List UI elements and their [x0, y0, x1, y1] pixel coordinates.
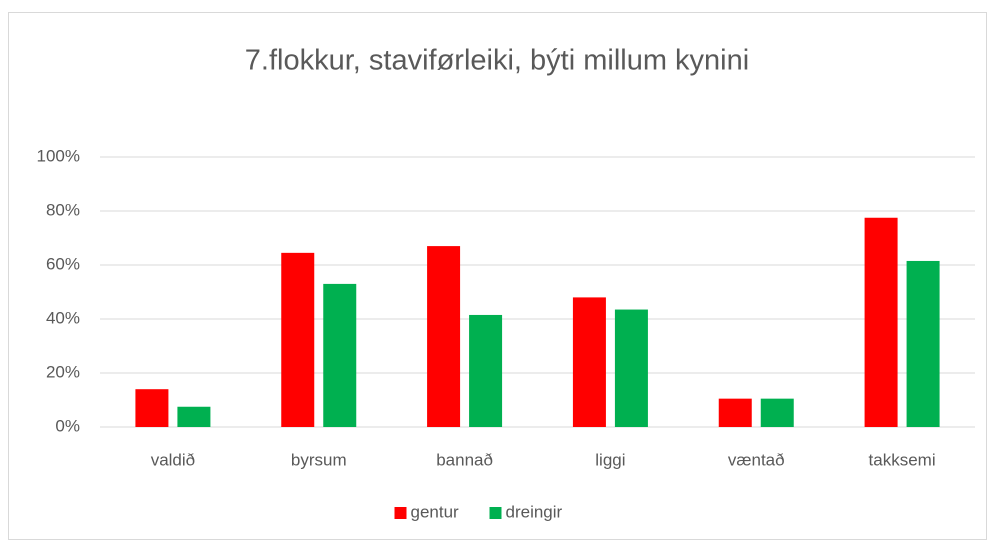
y-tick-label: 100%: [37, 146, 80, 165]
y-tick-label: 0%: [55, 416, 80, 435]
bar: [177, 406, 211, 427]
bar: [760, 398, 794, 427]
legend-label: gentur: [411, 502, 460, 521]
x-tick-label: bannað: [436, 450, 493, 469]
bar: [864, 217, 898, 427]
bar: [281, 252, 315, 427]
bar: [427, 246, 461, 427]
x-tick-label: byrsum: [291, 450, 347, 469]
bar: [469, 314, 503, 427]
x-tick-label: væntað: [728, 450, 785, 469]
legend-swatch: [489, 507, 502, 519]
bar: [135, 389, 169, 427]
x-tick-label: takksemi: [869, 450, 936, 469]
legend-label: dreingir: [506, 502, 563, 521]
y-tick-label: 80%: [46, 200, 80, 219]
bar: [614, 309, 648, 427]
bar: [718, 398, 752, 427]
x-tick-label: liggi: [595, 450, 625, 469]
bar: [906, 260, 940, 427]
bar: [323, 283, 357, 427]
bar: [572, 297, 606, 427]
chart-title: 7.flokkur, staviførleiki, býti millum ky…: [245, 45, 749, 77]
legend-swatch: [394, 507, 407, 519]
y-tick-label: 20%: [46, 362, 80, 381]
chart-border: [8, 12, 987, 540]
y-tick-label: 40%: [46, 308, 80, 327]
y-tick-label: 60%: [46, 254, 80, 273]
x-tick-label: valdið: [151, 450, 195, 469]
